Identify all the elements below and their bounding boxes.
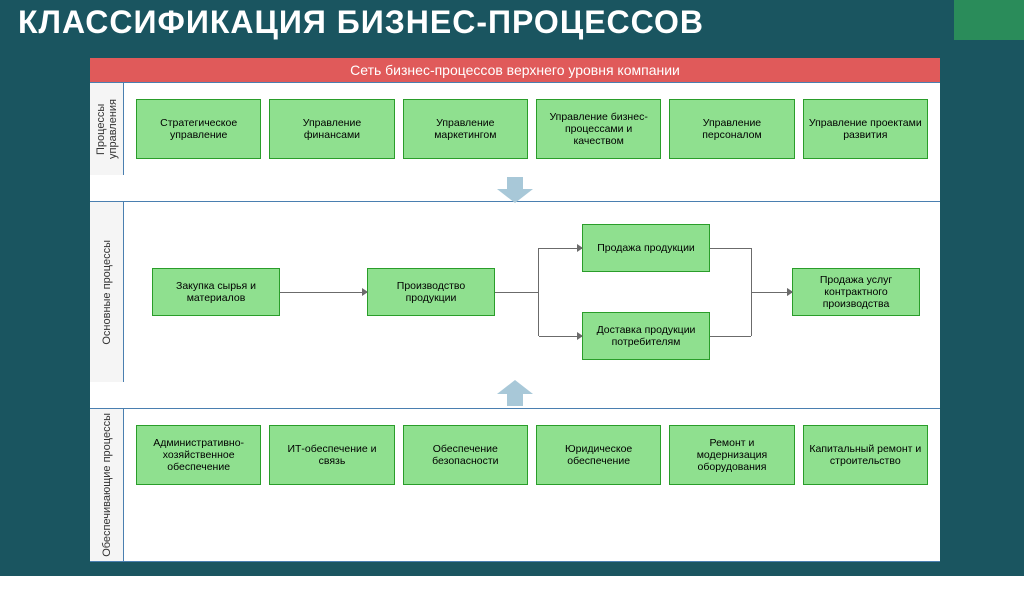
section-core-body: Закупка сырья и материалов Производство п… xyxy=(124,202,940,382)
sup-box-0: Административно-хозяйственное обеспечени… xyxy=(136,425,261,485)
arrow-down-icon xyxy=(493,177,537,203)
sup-box-2: Обеспечение безопасности xyxy=(403,425,528,485)
sup-box-1: ИТ-обеспечение и связь xyxy=(269,425,394,485)
sup-box-3: Юридическое обеспечение xyxy=(536,425,661,485)
mgmt-box-5: Управление проектами развития xyxy=(803,99,928,159)
sup-box-4: Ремонт и модернизация оборудования xyxy=(669,425,794,485)
section-support-label: Обеспечивающие процессы xyxy=(90,409,124,561)
slide-title: КЛАССИФИКАЦИЯ БИЗНЕС-ПРОЦЕССОВ xyxy=(18,6,704,40)
section-core-label-text: Основные процессы xyxy=(101,236,113,349)
mgmt-box-2: Управление маркетингом xyxy=(403,99,528,159)
section-support-label-text: Обеспечивающие процессы xyxy=(101,409,113,561)
accent-square xyxy=(954,0,1024,40)
mgmt-box-1: Управление финансами xyxy=(269,99,394,159)
diagram-header: Сеть бизнес-процессов верхнего уровня ко… xyxy=(90,58,940,82)
mgmt-box-0: Стратегическое управление xyxy=(136,99,261,159)
section-management-label-text: Процессы управления xyxy=(95,83,119,175)
section-core-label: Основные процессы xyxy=(90,202,124,382)
core-node-n5: Продажа услуг контрактного производства xyxy=(792,268,920,316)
section-support-body: Административно-хозяйственное обеспечени… xyxy=(124,409,940,561)
core-node-n2: Производство продукции xyxy=(367,268,495,316)
section-management: Процессы управления Стратегическое управ… xyxy=(90,82,940,175)
core-flow: Закупка сырья и материалов Производство п… xyxy=(132,212,932,372)
management-row: Стратегическое управление Управление фин… xyxy=(132,93,932,165)
core-node-n1: Закупка сырья и материалов xyxy=(152,268,280,316)
section-management-body: Стратегическое управление Управление фин… xyxy=(124,83,940,175)
sup-box-5: Капитальный ремонт и строительство xyxy=(803,425,928,485)
core-node-n4: Доставка продукции потребителям xyxy=(582,312,710,360)
mgmt-box-3: Управление бизнес-процессами и качеством xyxy=(536,99,661,159)
diagram-frame: Сеть бизнес-процессов верхнего уровня ко… xyxy=(90,58,940,562)
core-node-n3: Продажа продукции xyxy=(582,224,710,272)
mgmt-box-4: Управление персоналом xyxy=(669,99,794,159)
section-support: Обеспечивающие процессы Административно-… xyxy=(90,408,940,562)
support-row: Административно-хозяйственное обеспечени… xyxy=(132,419,932,491)
section-management-label: Процессы управления xyxy=(90,83,124,175)
section-core: Основные процессы Закупка сырья и матери… xyxy=(90,201,940,382)
arrow-up-icon xyxy=(493,380,537,406)
